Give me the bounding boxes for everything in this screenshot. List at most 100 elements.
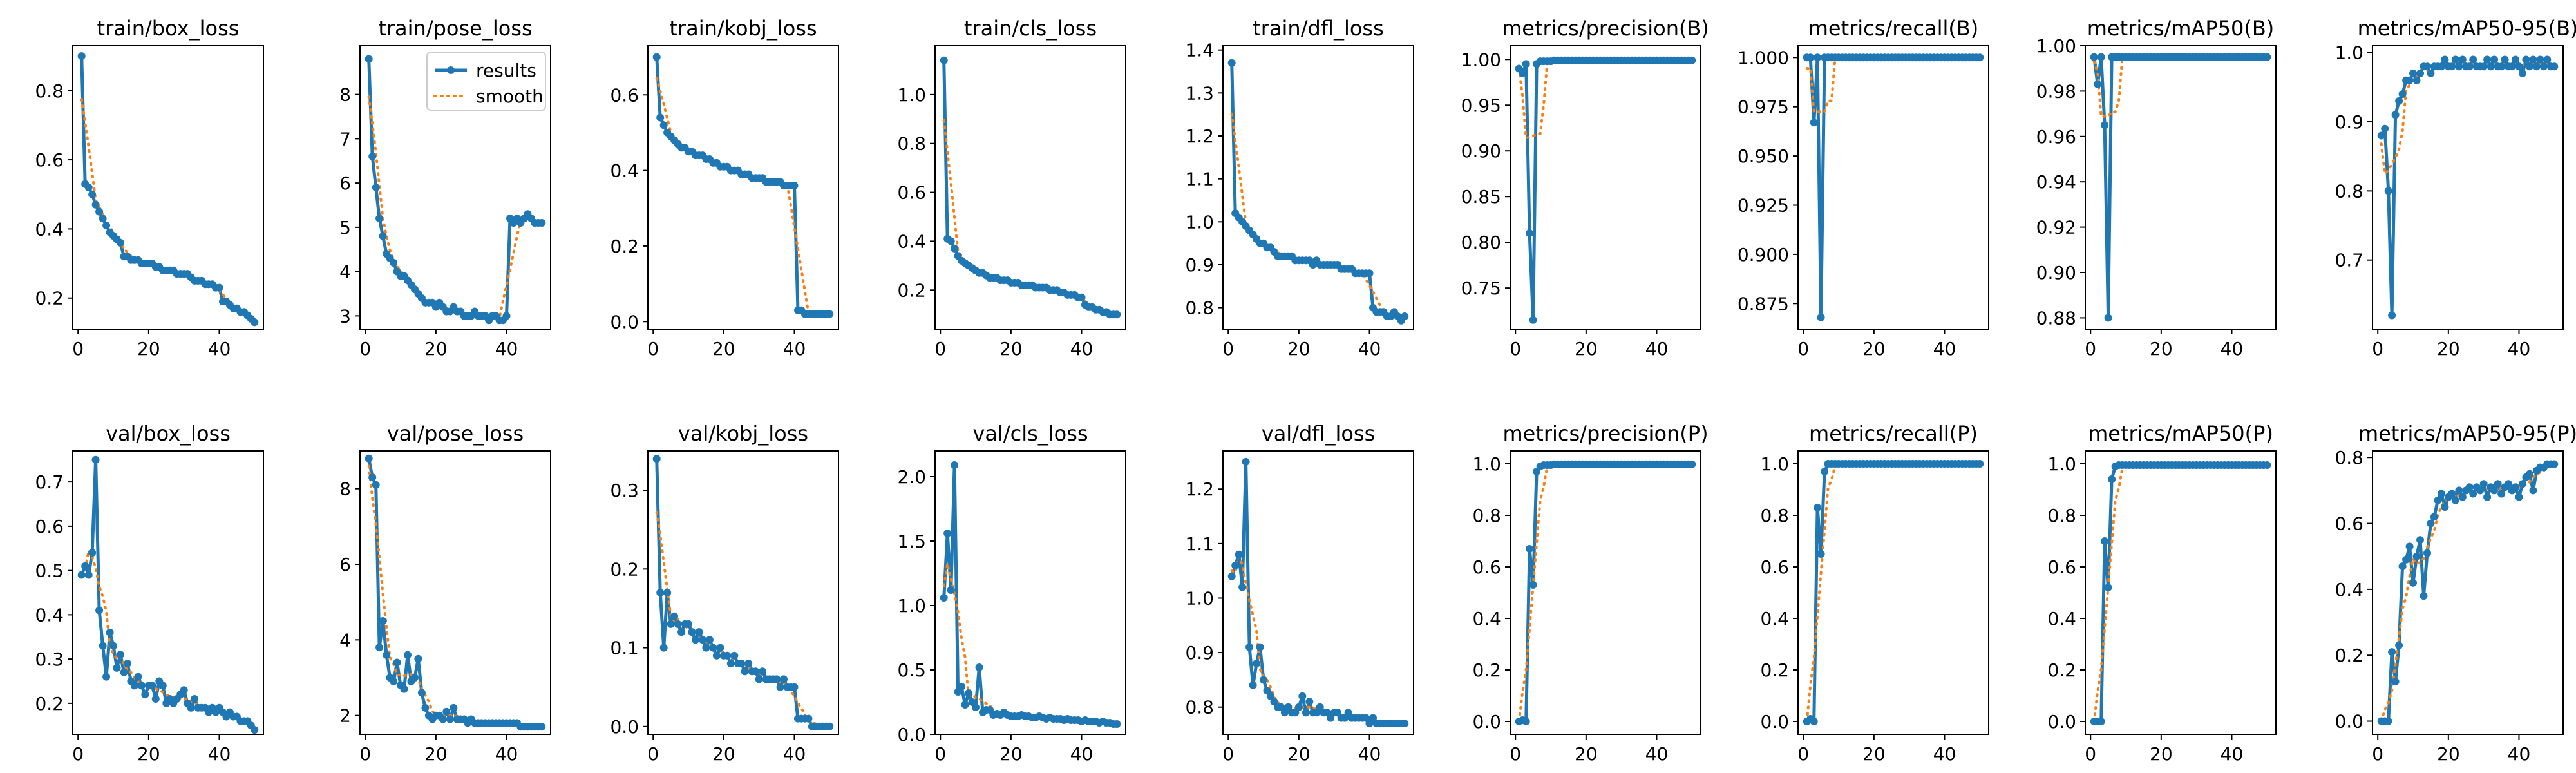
data-point (404, 651, 412, 659)
subplot-title: train/box_loss (97, 16, 240, 41)
data-point (180, 686, 188, 694)
x-tick-label: 40 (495, 338, 518, 359)
subplot-title: val/dfl_loss (1262, 421, 1376, 446)
x-tick-label: 20 (424, 338, 448, 359)
x-tick-label: 40 (208, 338, 231, 359)
subplot-title: metrics/recall(P) (1809, 421, 1978, 446)
y-tick-label: 0.900 (1738, 244, 1789, 265)
axes-frame (1222, 450, 1414, 735)
results-line (2380, 58, 2555, 317)
data-point (943, 530, 952, 537)
data-point (2398, 562, 2407, 571)
data-point (692, 636, 699, 644)
y-tick-label: 0.6 (1760, 557, 1789, 578)
y-tick-label: 0.3 (610, 480, 639, 501)
x-tick-label: 20 (1287, 743, 1311, 765)
axes-frame (1797, 450, 1989, 735)
y-tick-label: 0.96 (2036, 126, 2076, 148)
x-tick-label: 0 (2085, 743, 2096, 765)
data-point (215, 283, 223, 292)
results-line (2381, 463, 2555, 723)
data-point (2391, 678, 2400, 686)
data-point (2515, 62, 2523, 71)
data-point (91, 200, 100, 209)
data-point (947, 237, 955, 245)
data-point (99, 642, 107, 650)
data-point (1256, 643, 1264, 651)
x-tick-label: 40 (1933, 743, 1956, 765)
x-tick-label: 20 (2150, 743, 2173, 765)
data-point (2501, 55, 2509, 64)
data-point (1305, 698, 1314, 706)
y-tick-label: 0.90 (1461, 140, 1501, 162)
data-point (1401, 312, 1409, 320)
data-point (2427, 519, 2435, 528)
x-tick-label: 0 (2372, 743, 2383, 765)
data-point (958, 683, 966, 691)
y-tick-label: 1.0 (2334, 43, 2363, 64)
data-point (2479, 480, 2488, 488)
subplot-metrics-map50-p: metrics/mAP50(P) 0.0 0.2 0.4 0.6 0.8 1.0 0 20 40 (2047, 421, 2277, 765)
subplot-title: train/cls_loss (964, 16, 1097, 41)
y-tick-label: 0.6 (35, 149, 64, 171)
y-tick-label: 0.6 (2047, 557, 2076, 578)
data-point (2455, 62, 2463, 71)
data-point (81, 562, 90, 570)
data-point (2388, 648, 2396, 656)
y-tick-label: 0.2 (35, 288, 64, 309)
x-tick-label: 0 (647, 338, 659, 359)
data-point (699, 636, 706, 644)
subplot-metrics-precision-b: metrics/precision(B) 0.75 0.80 0.85 0.90 0.95… (1461, 16, 1709, 359)
y-tick-label: 0.6 (1472, 557, 1501, 578)
subplot-title: val/box_loss (106, 421, 231, 446)
y-tick-label: 0.2 (610, 236, 639, 257)
results-line (942, 60, 1117, 316)
y-tick-label: 0.4 (897, 231, 926, 252)
data-point (2458, 55, 2467, 64)
data-point (1242, 457, 1250, 466)
data-point (117, 651, 124, 659)
data-point (1113, 720, 1121, 728)
y-tick-label: 0.98 (2036, 81, 2076, 102)
data-point (2469, 55, 2477, 64)
y-tick-label: 0.2 (610, 558, 639, 580)
data-point (2402, 555, 2410, 564)
data-point (741, 667, 749, 676)
x-tick-label: 0 (72, 743, 84, 765)
data-point (130, 682, 138, 690)
data-point (2384, 717, 2392, 725)
data-point (759, 667, 767, 676)
data-point (2101, 121, 2109, 129)
data-point (137, 682, 146, 690)
y-tick-label: 0.6 (35, 516, 64, 537)
data-point (2490, 55, 2499, 64)
y-tick-label: 0.1 (610, 638, 639, 659)
y-tick-label: 0.0 (1760, 711, 1789, 732)
data-point (1817, 313, 1825, 321)
y-tick-label: 0.8 (2334, 180, 2363, 202)
y-tick-label: 0.94 (2036, 171, 2076, 193)
data-point (1316, 703, 1324, 711)
y-tick-label: 0.8 (1185, 298, 1214, 319)
data-point (1231, 561, 1240, 569)
axes-frame (934, 45, 1126, 330)
subplot-train-cls-loss: train/cls_loss 0.2 0.4 0.6 0.8 1.0 0 20 40 (897, 16, 1126, 359)
x-tick-label: 20 (1575, 743, 1598, 765)
data-point (712, 651, 721, 660)
x-tick-label: 0 (1797, 338, 1809, 359)
data-point (780, 675, 788, 683)
data-point (1810, 718, 1818, 725)
y-tick-label: 1.0 (1185, 587, 1214, 609)
x-tick-label: 20 (2437, 338, 2460, 359)
data-point (2409, 69, 2417, 77)
axes-frame (2085, 45, 2277, 330)
x-tick-label: 40 (495, 743, 518, 765)
y-tick-label: 0.4 (35, 604, 64, 625)
y-tick-label: 0.4 (2334, 579, 2363, 600)
data-point (744, 660, 753, 667)
data-point (1817, 550, 1825, 558)
subplot-title: metrics/precision(B) (1502, 16, 1709, 41)
y-tick-label: 0.4 (35, 218, 64, 240)
data-point (947, 586, 955, 594)
y-tick-label: 6 (339, 173, 351, 194)
